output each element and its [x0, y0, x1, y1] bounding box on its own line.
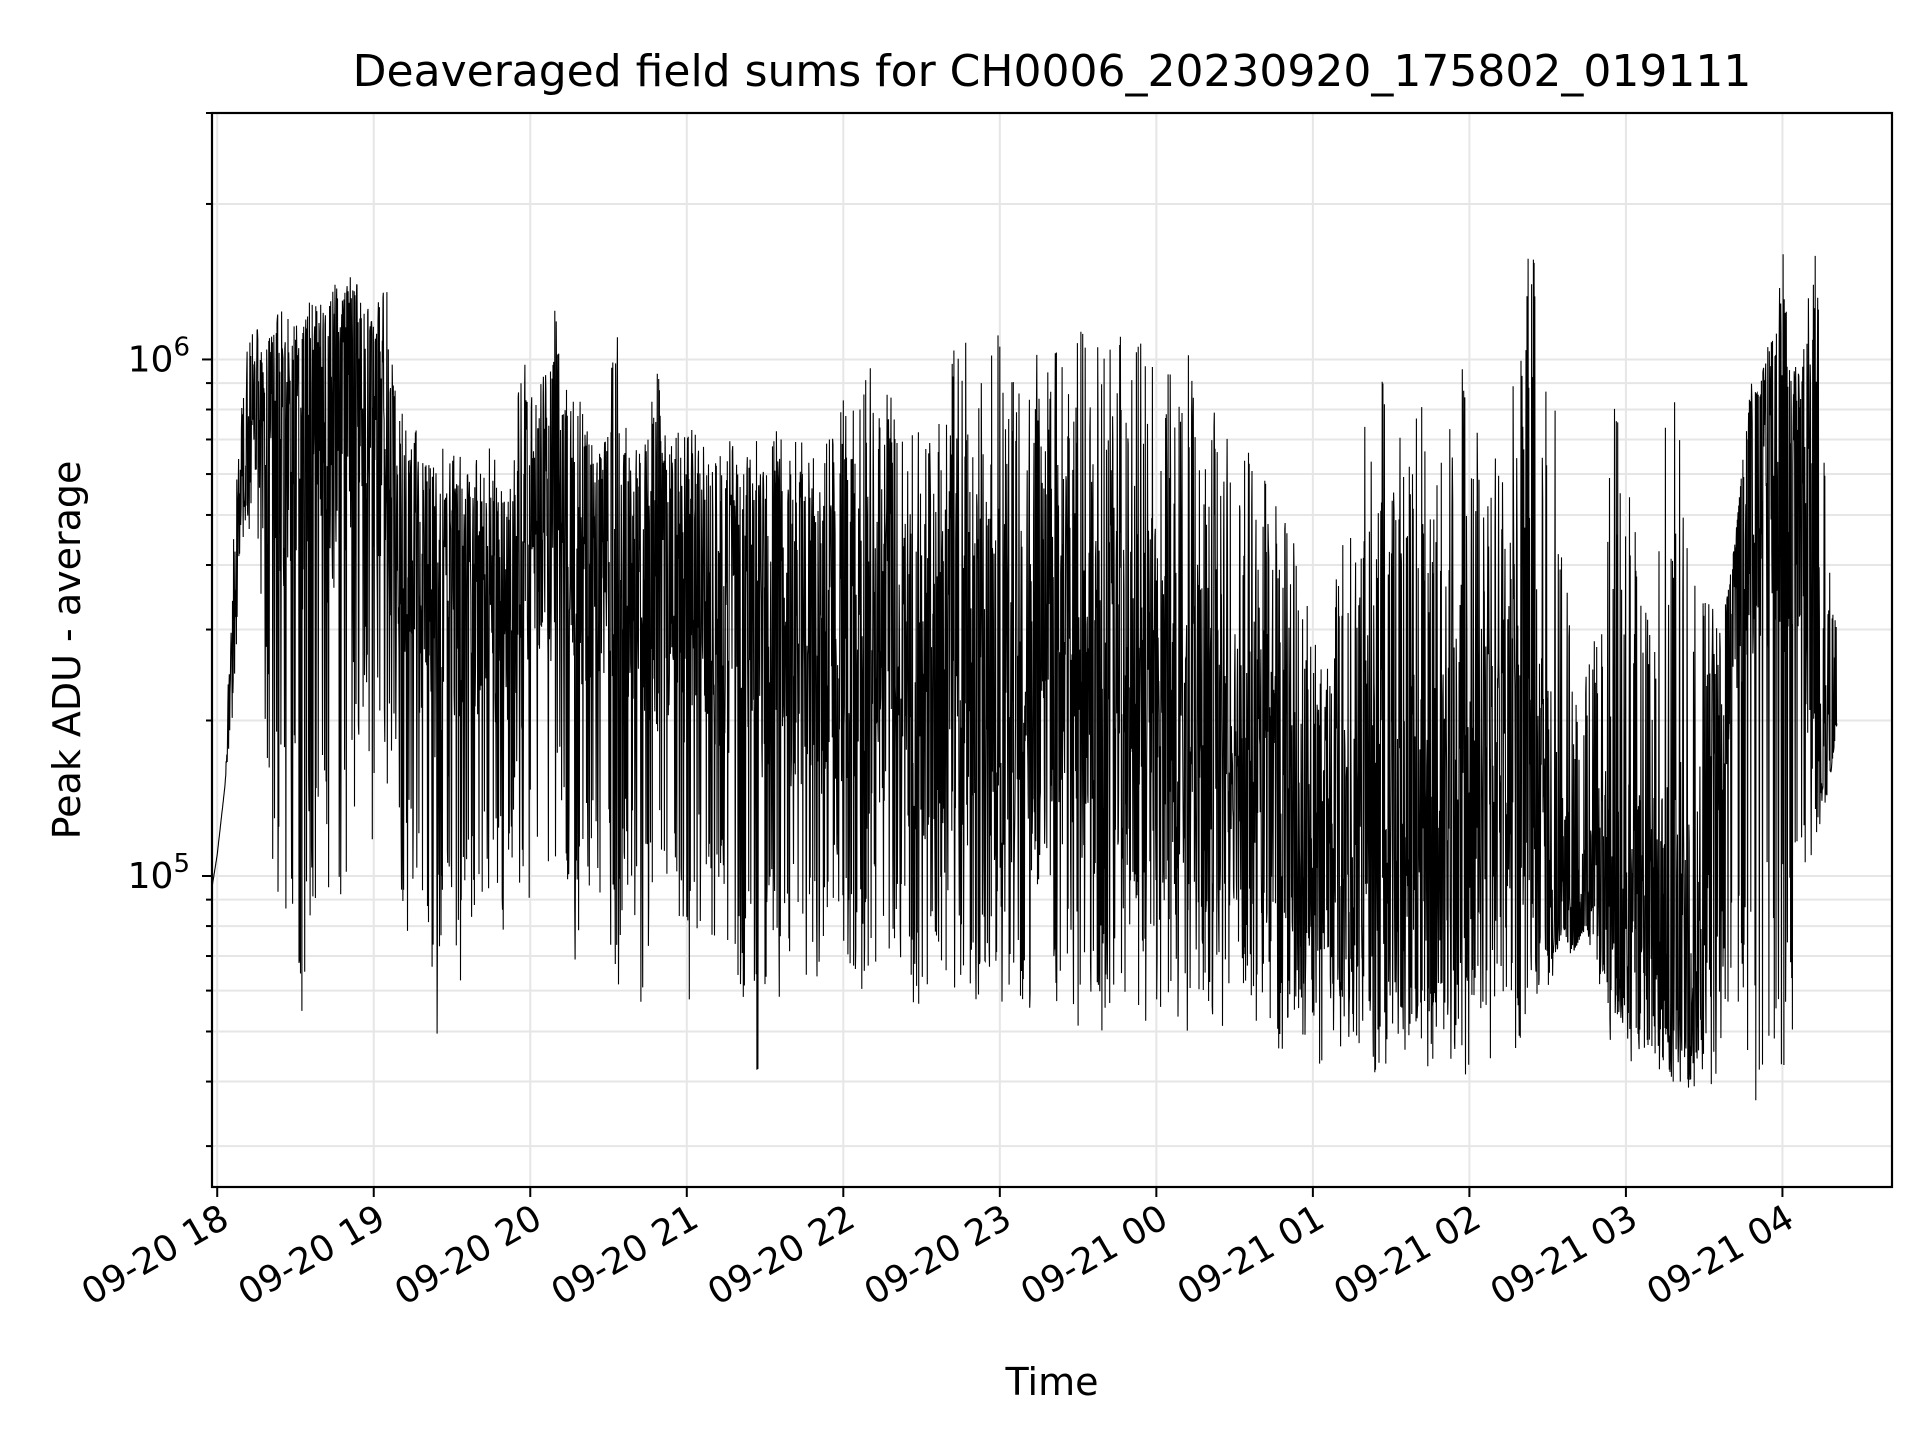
y-axis-label: Peak ADU - average [45, 461, 89, 840]
series-line [211, 254, 1838, 1101]
plot-frame [210, 111, 1894, 1189]
y-tick-label: 106 [128, 332, 190, 380]
data-series [211, 254, 1838, 1101]
x-axis-label: Time [1005, 1360, 1099, 1404]
chart-title: Deaveraged field sums for CH0006_2023092… [353, 46, 1752, 97]
y-tick-label: 105 [128, 849, 190, 897]
